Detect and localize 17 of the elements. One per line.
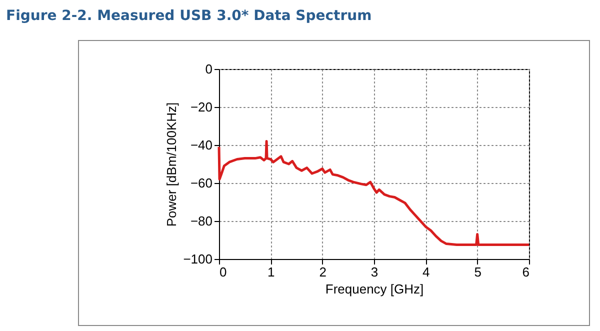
y-axis-title: Power [dBm/100KHz]: [164, 102, 180, 227]
x-tick-label: 5: [474, 264, 482, 280]
y-tick-label: −20: [190, 100, 212, 114]
x-tick-label: 4: [422, 264, 430, 280]
y-tick-label: −100: [183, 252, 212, 266]
y-tick-label: −40: [190, 138, 212, 152]
y-tick-label: −80: [190, 214, 212, 228]
x-tick-label: 0: [220, 264, 227, 280]
x-axis-title: Frequency [GHz]: [325, 282, 424, 296]
x-tick-label: 2: [319, 264, 326, 280]
line-series: [218, 140, 530, 246]
y-tick-label: 0: [205, 62, 212, 76]
x-tick-label: 6: [522, 264, 530, 280]
x-tick-label: 1: [268, 264, 275, 280]
chart-title: Figure 2-2. Measured USB 3.0* Data Spectrum: [6, 8, 372, 24]
y-tick-label: −60: [190, 176, 212, 190]
x-tick-label: 3: [370, 264, 378, 280]
